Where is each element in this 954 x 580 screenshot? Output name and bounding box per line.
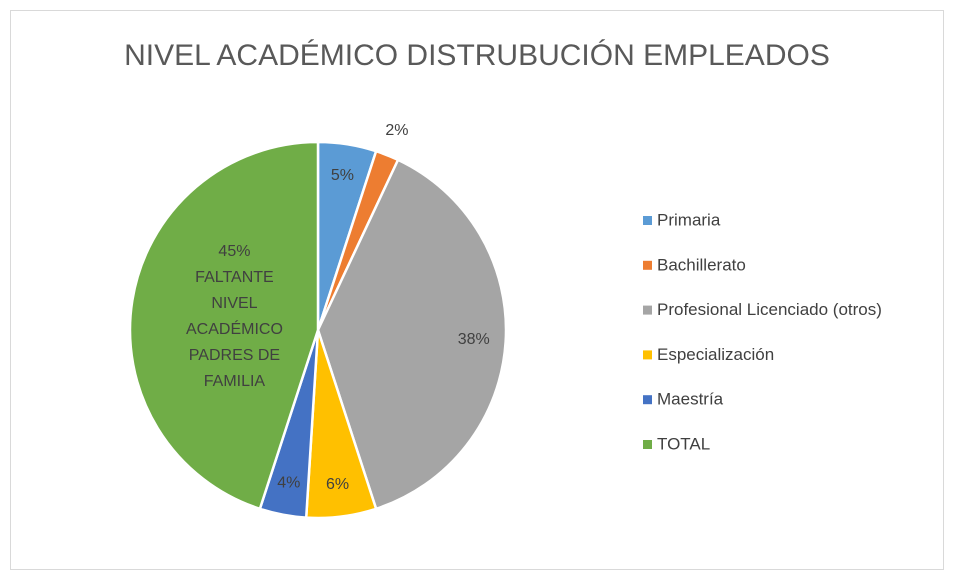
data-label: 2% [385,122,408,139]
legend-label: Bachillerato [657,255,746,274]
legend-label: Profesional Licenciado (otros) [657,300,882,319]
data-label: 6% [326,476,349,493]
annotation-line: ACADÉMICO [186,319,283,338]
chart-title: NIVEL ACADÉMICO DISTRUBUCIÓN EMPLEADOS [124,39,830,72]
annotation-line: FAMILIA [204,373,266,390]
annotation-line: NIVEL [211,295,257,312]
data-label: 38% [458,331,490,348]
legend-swatch [643,260,652,270]
legend-swatch [643,350,652,360]
legend-label: Maestría [657,390,724,409]
legend-label: TOTAL [657,434,710,453]
legend-swatch [643,305,652,315]
annotation-line: PADRES DE [189,347,280,364]
data-label: 4% [277,474,300,491]
legend-label: Especialización [657,345,774,364]
data-label: 45% [218,243,250,260]
legend-swatch [643,216,652,225]
pie-slice [316,158,508,511]
legend-swatch [643,395,652,405]
pie-slice [128,140,320,511]
data-label: 5% [331,167,354,184]
annotation-line: FALTANTE [195,269,274,286]
legend-label: Primaria [657,210,721,229]
legend-swatch [643,440,652,449]
